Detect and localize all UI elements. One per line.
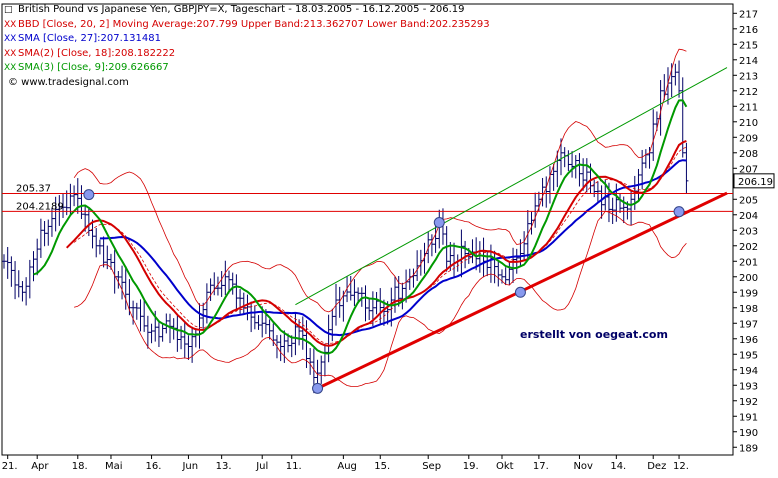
x-tick-label: Dez — [647, 461, 666, 472]
y-tick-label: 201 — [739, 257, 758, 268]
chart-title: British Pound vs Japanese Yen, GBPJPY=X,… — [18, 4, 465, 15]
price-level-label: 205.37 — [16, 184, 51, 195]
series-sma — [99, 159, 687, 337]
legend-cross-icon: XX — [4, 19, 17, 30]
x-tick-label: 14. — [610, 461, 626, 472]
y-tick-label: 216 — [739, 25, 758, 36]
last-price-box — [733, 173, 775, 189]
y-tick-label: 213 — [739, 71, 758, 82]
y-tick-label: 198 — [739, 304, 758, 315]
x-tick-label: 16. — [146, 461, 162, 472]
x-tick-label: Sep — [422, 461, 441, 472]
y-tick-label: 211 — [739, 102, 758, 113]
legend-item-title: □ British Pound vs Japanese Yen, GBPJPY=X… — [4, 3, 490, 18]
series-sma-2- — [65, 139, 687, 347]
legend-label-sma3: SMA(3) [Close, 9]:209.626667 — [18, 62, 169, 73]
x-tick-label: 19. — [463, 461, 479, 472]
x-tick-label: 13. — [216, 461, 232, 472]
y-tick-label: 205 — [739, 195, 758, 206]
y-tick-label: 204 — [739, 211, 758, 222]
legend-item-sma2: XX SMA(2) [Close, 18]:208.182222 — [4, 47, 490, 62]
x-tick-label: Jul — [255, 461, 268, 472]
x-tick-label: 12. — [673, 461, 689, 472]
y-tick-label: 192 — [739, 397, 758, 408]
y-tick-label: 215 — [739, 40, 758, 51]
legend-cross-icon: XX — [4, 63, 17, 73]
x-tick-label: 15. — [374, 461, 390, 472]
series-moving-average — [73, 146, 687, 344]
legend-item-sma3: XX SMA(3) [Close, 9]:209.626667 — [4, 61, 490, 76]
legend-square-icon: □ — [4, 5, 13, 15]
series-upper-band — [73, 48, 687, 313]
y-tick-label: 209 — [739, 133, 758, 144]
x-tick-label: 21. — [2, 461, 18, 472]
y-tick-label: 189 — [739, 443, 758, 454]
touch-marker — [312, 382, 324, 394]
x-tick-label: 18. — [72, 461, 88, 472]
y-tick-label: 210 — [739, 118, 758, 129]
legend: □ British Pound vs Japanese Yen, GBPJPY=X… — [4, 3, 490, 90]
touch-marker — [83, 189, 95, 201]
legend-label-sma2: SMA(2) [Close, 18]:208.182222 — [18, 47, 176, 59]
y-tick-label: 197 — [739, 319, 758, 330]
y-tick-label: 202 — [739, 242, 758, 253]
x-tick-label: Aug — [337, 461, 357, 472]
copyright-text: © www.tradesignal.com — [8, 76, 129, 88]
series-sma-3- — [33, 99, 688, 355]
y-tick-label: 200 — [739, 273, 758, 284]
x-tick-label: Okt — [496, 461, 514, 472]
y-tick-label: 196 — [739, 335, 758, 346]
legend-label-sma: SMA [Close, 27]:207.131481 — [18, 33, 161, 44]
legend-item-sma: XX SMA [Close, 27]:207.131481 — [4, 32, 490, 47]
y-tick-label: 190 — [739, 428, 758, 439]
touch-marker — [433, 217, 445, 229]
y-tick-label: 194 — [739, 366, 758, 377]
x-tick-label: Mai — [105, 461, 123, 472]
y-tick-label: 207 — [739, 164, 758, 175]
plot-frame — [1, 3, 734, 456]
price-level-label: 204.2189 — [16, 201, 64, 212]
y-tick-label: 193 — [739, 381, 758, 392]
legend-cross-icon: XX — [4, 34, 17, 44]
y-tick-label: 217 — [739, 9, 758, 20]
legend-label-bbd: BBD [Close, 20, 2] Moving Average:207.79… — [18, 18, 490, 30]
y-tick-label: 208 — [739, 149, 758, 160]
y-tick-label: 203 — [739, 226, 758, 237]
y-tick-label: 191 — [739, 412, 758, 423]
x-tick-label: Apr — [31, 461, 49, 472]
upper-trendline — [295, 67, 728, 306]
touch-marker — [673, 206, 685, 218]
watermark-text: erstellt von oegeat.com — [520, 328, 668, 341]
x-tick-label: Nov — [573, 461, 593, 472]
touch-marker — [514, 286, 526, 298]
legend-cross-icon: XX — [4, 48, 17, 59]
x-tick-label: 17. — [533, 461, 549, 472]
y-tick-label: 214 — [739, 56, 758, 67]
copyright: © www.tradesignal.com — [4, 76, 490, 91]
legend-item-bbd: XX BBD [Close, 20, 2] Moving Average:207.… — [4, 18, 490, 33]
y-tick-label: 199 — [739, 288, 758, 299]
x-tick-label: Jun — [181, 461, 198, 472]
y-tick-label: 195 — [739, 350, 758, 361]
y-tick-label: 212 — [739, 87, 758, 98]
last-price-label: 206.19 — [738, 177, 773, 188]
x-tick-label: 11. — [286, 461, 302, 472]
